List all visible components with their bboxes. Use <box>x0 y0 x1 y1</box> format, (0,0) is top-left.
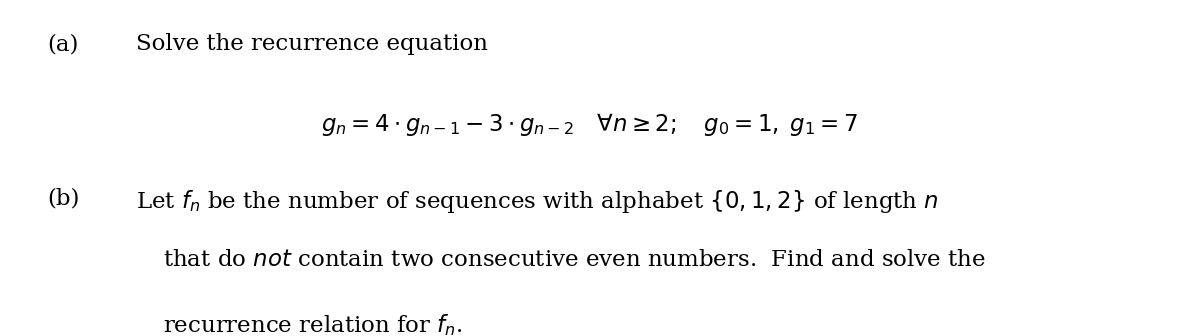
Text: (a): (a) <box>47 33 78 55</box>
Text: Let $f_n$ be the number of sequences with alphabet $\{0, 1, 2\}$ of length $n$: Let $f_n$ be the number of sequences wit… <box>136 188 938 215</box>
Text: that do $\it{not}$ contain two consecutive even numbers.  Find and solve the: that do $\it{not}$ contain two consecuti… <box>163 249 985 271</box>
Text: recurrence relation for $f_n$.: recurrence relation for $f_n$. <box>163 312 462 336</box>
Text: (b): (b) <box>47 188 79 210</box>
Text: Solve the recurrence equation: Solve the recurrence equation <box>136 33 487 55</box>
Text: $g_n = 4 \cdot g_{n-1} - 3 \cdot g_{n-2} \quad \forall n \geq 2; \quad g_0 = 1, : $g_n = 4 \cdot g_{n-1} - 3 \cdot g_{n-2}… <box>320 111 858 137</box>
